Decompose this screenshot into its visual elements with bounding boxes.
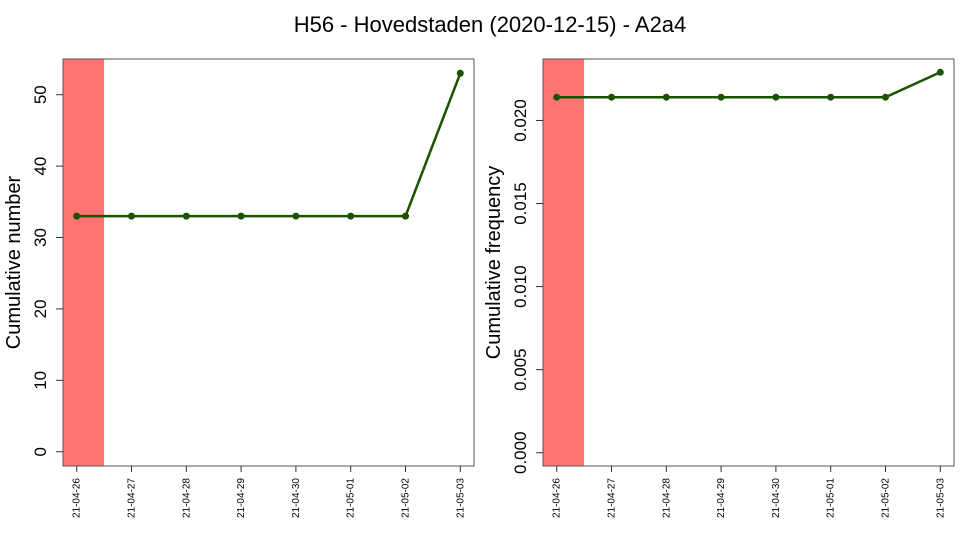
x-tick-label: 21-04-27 — [127, 478, 138, 518]
x-tick-label: 21-05-02 — [401, 478, 412, 518]
x-tick-label: 21-05-03 — [935, 478, 946, 518]
x-tick-label: 21-04-30 — [771, 478, 782, 518]
y-tick-label: 0.015 — [511, 182, 530, 225]
data-point — [553, 93, 561, 101]
x-tick-label: 21-05-01 — [826, 478, 837, 518]
x-tick-label: 21-04-29 — [716, 478, 727, 518]
data-point — [182, 212, 190, 220]
data-point — [717, 93, 725, 101]
x-tick-label: 21-04-28 — [181, 478, 192, 518]
y-axis-title: Cumulative number — [3, 175, 25, 349]
y-tick-label: 30 — [31, 228, 50, 247]
highlight-band — [543, 59, 585, 466]
series-line — [556, 71, 941, 99]
data-point — [73, 212, 81, 220]
data-point — [237, 212, 245, 220]
y-tick-label: 20 — [31, 299, 50, 318]
x-tick-label: 21-05-02 — [881, 478, 892, 518]
y-tick-label: 0 — [31, 447, 50, 456]
y-tick-label: 0.010 — [511, 265, 530, 308]
plot-frame — [542, 58, 955, 467]
x-tick-label: 21-05-03 — [455, 478, 466, 518]
data-point — [402, 212, 409, 220]
data-point — [292, 212, 300, 220]
data-point — [608, 93, 615, 101]
data-point — [128, 212, 135, 220]
y-axis-title: Cumulative frequency — [483, 166, 505, 359]
panel-cumulative-number: 0 10 20 30 40 50 21-04-26 21-04-27 21-04-28 21-04… — [3, 58, 475, 518]
series-line — [76, 72, 462, 218]
x-tick-label: 21-04-26 — [552, 478, 563, 518]
y-tick-label: 0.020 — [511, 99, 530, 142]
y-tick-label: 40 — [31, 157, 50, 176]
data-point — [662, 93, 670, 101]
y-tick-label: 50 — [31, 85, 50, 104]
x-tick-label: 21-04-30 — [291, 478, 302, 518]
data-point — [347, 212, 355, 220]
data-point — [882, 93, 889, 101]
x-tick-label: 21-05-01 — [346, 478, 357, 518]
x-tick-label: 21-04-29 — [236, 478, 247, 518]
plot-frame — [62, 58, 475, 467]
data-point — [456, 69, 464, 77]
x-tick-label: 21-04-26 — [72, 478, 83, 518]
y-tick-label: 0.005 — [511, 348, 530, 391]
x-tick-label: 21-04-27 — [607, 478, 618, 518]
x-tick-label: 21-04-28 — [661, 478, 672, 518]
y-tick-label: 0.000 — [511, 431, 530, 474]
data-point — [772, 93, 780, 101]
data-point — [827, 93, 835, 101]
data-point — [936, 68, 944, 76]
chart-title: H56 - Hovedstaden (2020-12-15) - A2a4 — [294, 12, 687, 37]
highlight-band — [63, 59, 105, 466]
y-tick-label: 10 — [31, 371, 50, 390]
panel-cumulative-frequency: 0.000 0.005 0.010 0.015 0.020 21-04-26 21-04-2… — [483, 58, 955, 518]
